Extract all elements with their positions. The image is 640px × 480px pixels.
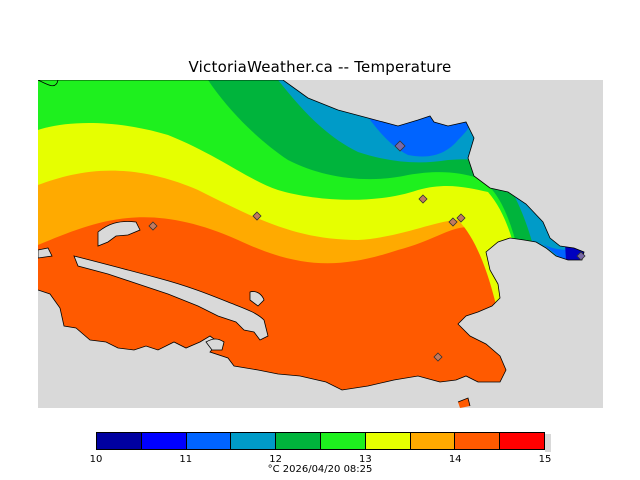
station-marker[interactable] xyxy=(576,251,586,261)
station-marker[interactable] xyxy=(418,194,428,204)
station-marker[interactable] xyxy=(433,352,443,362)
legend-tick-label: 11 xyxy=(179,454,193,465)
legend-tick-label: 15 xyxy=(538,454,552,465)
legend-tick-label: 13 xyxy=(359,454,372,465)
legend-tick-label: 14 xyxy=(448,454,462,465)
temperature-map[interactable] xyxy=(38,80,603,408)
legend-swatch xyxy=(455,433,501,449)
station-marker[interactable] xyxy=(148,221,158,231)
legend-swatch xyxy=(365,433,411,449)
legend-swatch xyxy=(141,433,187,449)
legend-swatch xyxy=(231,433,277,449)
station-marker[interactable] xyxy=(456,213,466,223)
legend-shadow xyxy=(545,434,551,452)
station-markers[interactable] xyxy=(148,140,586,362)
legend-swatch xyxy=(500,433,544,449)
legend-tick-label: 12 xyxy=(269,454,282,465)
legend-swatch xyxy=(97,433,142,449)
legend-swatch xyxy=(320,433,366,449)
legend-swatch xyxy=(276,433,321,449)
color-legend xyxy=(96,432,545,450)
station-marker[interactable] xyxy=(448,217,458,227)
page-title: VictoriaWeather.ca -- Temperature xyxy=(188,58,452,76)
station-marker[interactable] xyxy=(394,140,406,152)
legend-swatch xyxy=(186,433,232,449)
legend-swatch xyxy=(410,433,456,449)
units-timestamp: °C 2026/04/20 08:25 xyxy=(267,464,373,475)
inland-water xyxy=(38,221,269,351)
coastline xyxy=(38,80,585,407)
station-marker[interactable] xyxy=(252,211,262,221)
legend-tick-label: 10 xyxy=(89,454,103,465)
